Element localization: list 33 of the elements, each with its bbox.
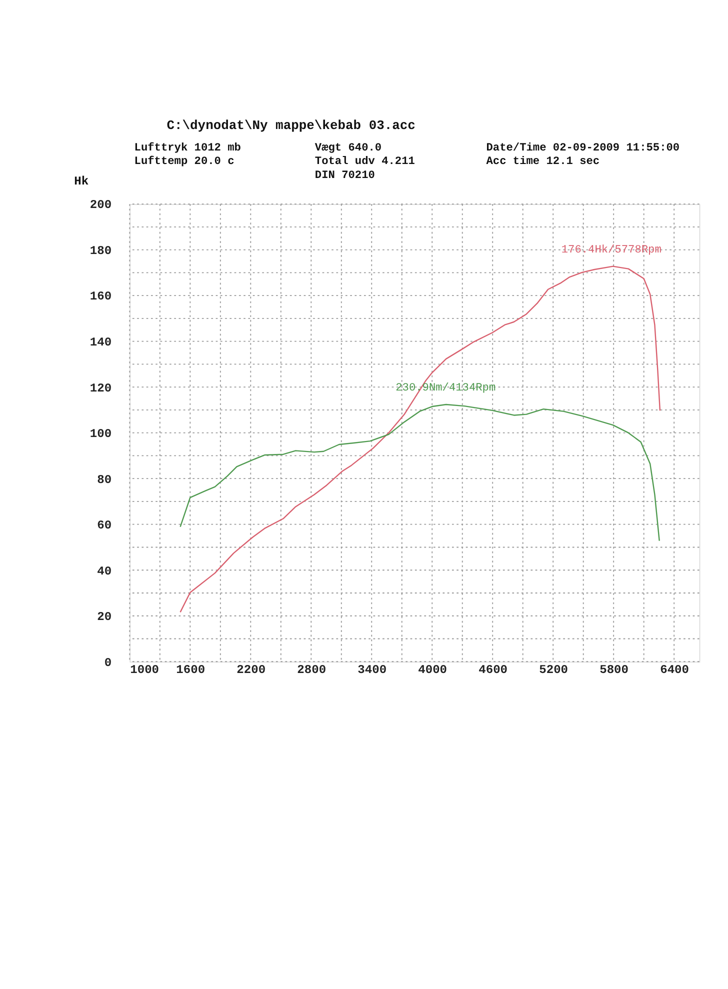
y-tick-label: 20 bbox=[97, 610, 112, 624]
x-tick-label: 2200 bbox=[236, 663, 266, 678]
y-tick-label: 100 bbox=[90, 427, 112, 442]
x-tick-label: 1000 bbox=[130, 663, 160, 678]
y-tick-label: 60 bbox=[97, 518, 112, 533]
x-tick-label: 6400 bbox=[660, 663, 689, 678]
x-tick-label: 3400 bbox=[358, 663, 387, 678]
y-tick-label: 80 bbox=[97, 472, 112, 487]
text: DIN 70210 bbox=[314, 170, 376, 182]
chart-title: C:\dynodat\Ny mappe\kebab 03.acc bbox=[166, 118, 416, 134]
y-tick-label: 180 bbox=[90, 244, 112, 258]
y-axis-title: Hk bbox=[74, 174, 89, 189]
text: Vægt 640.0 bbox=[314, 142, 382, 154]
y-tick-label: 160 bbox=[90, 290, 112, 304]
y-tick-label: 40 bbox=[97, 564, 112, 578]
x-tick-label: 5800 bbox=[600, 663, 628, 678]
y-tick-label: 0 bbox=[104, 656, 112, 670]
annotation: 176.4Hk/5778Rpm bbox=[561, 244, 662, 257]
text: Lufttemp 20.0 c bbox=[134, 155, 235, 168]
text: Acc time 12.1 sec bbox=[486, 155, 600, 168]
y-tick-label: 120 bbox=[90, 381, 112, 396]
y-tick-label: 200 bbox=[90, 198, 112, 212]
text: Date/Time 02-09-2009 11:55:00 bbox=[486, 141, 680, 154]
line-series bbox=[180, 404, 660, 542]
text: Lufttryk 1012 mb bbox=[134, 141, 242, 154]
x-tick-label: 1600 bbox=[176, 663, 206, 678]
x-tick-label: 5200 bbox=[539, 663, 568, 678]
x-tick-label: 2800 bbox=[297, 663, 326, 678]
text: Total udv 4.211 bbox=[314, 155, 416, 168]
y-tick-label: 140 bbox=[90, 335, 112, 350]
line-series bbox=[180, 266, 661, 613]
x-tick-label: 4600 bbox=[478, 663, 508, 678]
x-tick-label: 4000 bbox=[418, 663, 448, 678]
